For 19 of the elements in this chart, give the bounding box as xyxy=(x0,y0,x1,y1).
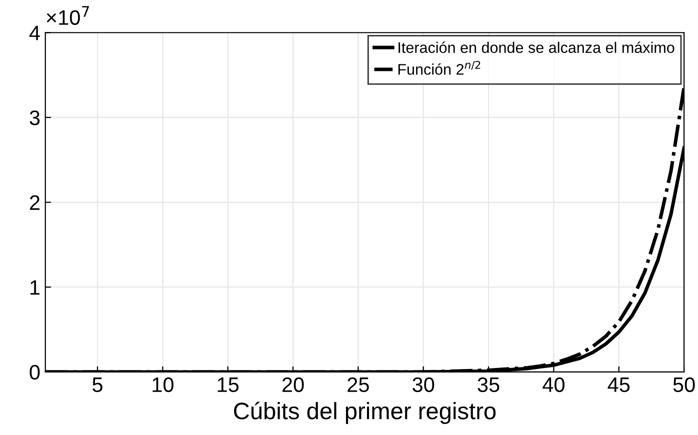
x-tick-label: 5 xyxy=(92,378,102,392)
y-tick-label: 0 xyxy=(30,364,40,380)
x-tick-label: 40 xyxy=(542,377,564,392)
legend-label: Función 2$^{n/2}$ xyxy=(398,60,480,75)
x-tick-label: 10 xyxy=(152,377,174,392)
x-tick-label: 20 xyxy=(282,377,304,392)
x-tick-label: 50 xyxy=(673,377,695,392)
x-tick-label: 15 xyxy=(218,378,239,392)
x-tick-label: 25 xyxy=(348,377,369,392)
y-tick-label: 2 xyxy=(30,195,40,210)
text: ×10$^{7}$ xyxy=(46,6,89,25)
legend-label: Iteración en donde se alcanza el máximo xyxy=(398,42,674,54)
x-axis-title: Cúbits del primer registro xyxy=(234,402,496,424)
x-tick-label: 45 xyxy=(608,378,630,392)
y-tick-label: 1 xyxy=(30,280,40,295)
x-tick-label: 35 xyxy=(478,377,500,392)
x-tick-label: 30 xyxy=(412,377,434,392)
y-tick-label: 3 xyxy=(30,110,40,126)
y-tick-label: 4 xyxy=(29,26,40,40)
